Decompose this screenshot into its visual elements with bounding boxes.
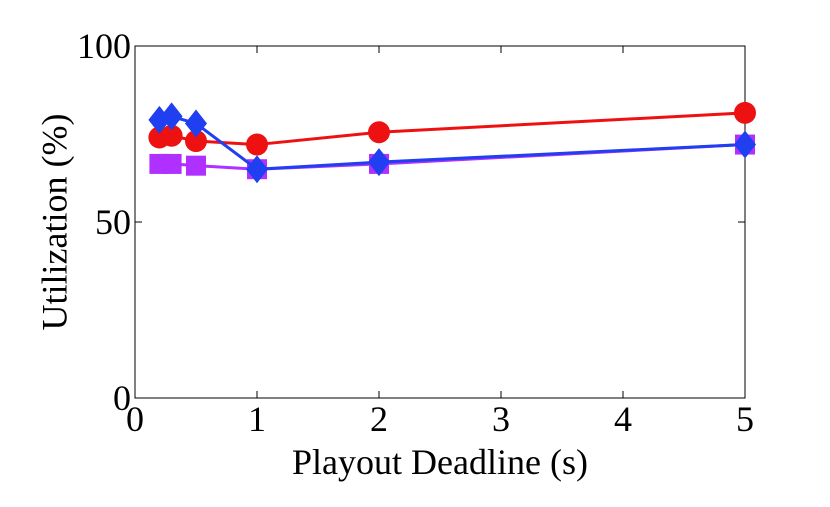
data-point-diamond [246, 155, 268, 184]
data-point-circle [246, 133, 268, 156]
x-tick-label: 0 [126, 399, 144, 439]
x-tick-label: 3 [492, 399, 510, 439]
axis-ticks [134, 45, 746, 399]
data-point-diamond [368, 148, 390, 177]
y-tick-label: 50 [95, 202, 131, 242]
plot-area-frame [134, 45, 746, 399]
x-tick-label: 5 [736, 399, 754, 439]
series-circle [148, 101, 756, 156]
data-point-diamond [185, 109, 207, 138]
data-point-circle [185, 130, 207, 153]
y-tick-label: 100 [77, 26, 131, 66]
series-layer [148, 101, 756, 184]
y-tick-label: 0 [113, 378, 131, 418]
x-axis-label: Playout Deadline (s) [292, 442, 588, 482]
x-tick-label: 1 [248, 399, 266, 439]
x-tick-label: 4 [614, 399, 632, 439]
data-point-circle [734, 101, 756, 124]
data-point-circle [368, 121, 390, 144]
y-axis-label: Utilization (%) [34, 114, 74, 331]
data-point-diamond [160, 102, 183, 131]
data-point-square [186, 155, 206, 176]
series-diamond [148, 102, 756, 184]
data-point-circle [160, 124, 183, 147]
data-point-square [161, 153, 182, 174]
x-tick-label: 2 [370, 399, 388, 439]
data-point-diamond [734, 130, 756, 159]
